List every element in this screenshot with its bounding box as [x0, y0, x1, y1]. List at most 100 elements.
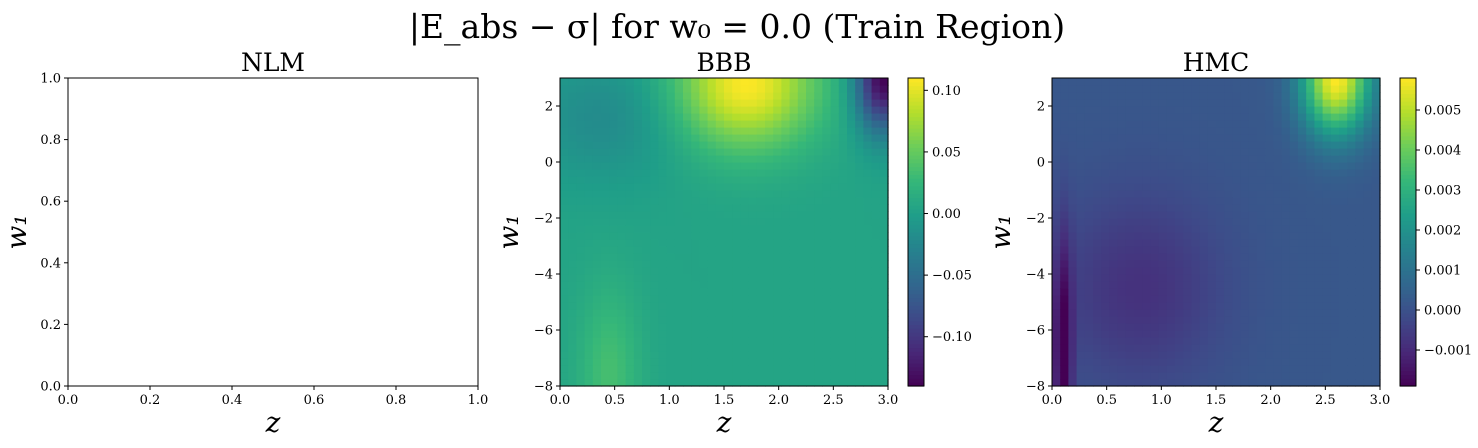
- heatmap-cell: [781, 295, 791, 303]
- heatmap-cell: [1248, 239, 1258, 247]
- heatmap-cell: [707, 225, 717, 233]
- heatmap-cell: [642, 316, 651, 324]
- heatmap-cell: [1068, 120, 1078, 128]
- heatmap-cell: [609, 295, 618, 303]
- heatmap-cell: [1134, 113, 1143, 121]
- heatmap-cell: [732, 225, 741, 233]
- heatmap-cell: [1052, 337, 1061, 345]
- heatmap-cell: [1289, 85, 1299, 93]
- heatmap-cell: [773, 323, 782, 331]
- heatmap-cell: [1175, 288, 1184, 296]
- heatmap-cell: [674, 253, 684, 261]
- heatmap-cell: [674, 183, 684, 191]
- heatmap-cell: [1289, 344, 1299, 352]
- heatmap-cell: [1240, 134, 1250, 142]
- heatmap-cell: [715, 288, 725, 296]
- heatmap-cell: [683, 134, 692, 142]
- heatmap-cell: [789, 365, 799, 373]
- heatmap-cell: [1322, 288, 1332, 296]
- heatmap-cell: [863, 148, 873, 156]
- heatmap-cell: [1093, 120, 1102, 128]
- heatmap-cell: [691, 358, 700, 366]
- heatmap-cell: [650, 85, 659, 93]
- heatmap-cell: [658, 176, 668, 184]
- heatmap-cell: [1207, 344, 1217, 352]
- heatmap-cell: [1142, 323, 1151, 331]
- heatmap-cell: [1265, 239, 1274, 247]
- heatmap-cell: [1347, 309, 1356, 317]
- heatmap-cell: [1125, 281, 1135, 289]
- heatmap-cell: [592, 106, 602, 114]
- heatmap-cell: [625, 365, 635, 373]
- heatmap-cell: [609, 330, 618, 338]
- heatmap-cell: [1281, 127, 1291, 135]
- heatmap-cell: [748, 218, 758, 226]
- heatmap-cell: [797, 148, 807, 156]
- heatmap-cell: [1322, 309, 1332, 317]
- heatmap-cell: [863, 253, 873, 261]
- heatmap-cell: [568, 260, 577, 268]
- heatmap-cell: [1224, 78, 1233, 86]
- heatmap-cell: [740, 330, 750, 338]
- heatmap-cell: [871, 176, 881, 184]
- heatmap-cell: [1355, 274, 1365, 282]
- heatmap-cell: [773, 134, 782, 142]
- heatmap-cell: [1068, 253, 1078, 261]
- heatmap-cell: [1257, 85, 1266, 93]
- heatmap-cell: [1371, 99, 1381, 107]
- heatmap-cell: [1125, 134, 1135, 142]
- heatmap-cell: [1068, 106, 1078, 114]
- heatmap-cell: [633, 288, 643, 296]
- heatmap-cell: [1265, 337, 1274, 345]
- heatmap-cell: [732, 260, 741, 268]
- heatmap-cell: [1052, 127, 1061, 135]
- heatmap-cell: [1339, 85, 1348, 93]
- heatmap-cell: [715, 113, 725, 121]
- heatmap-cell: [773, 379, 782, 387]
- heatmap-cell: [691, 78, 700, 86]
- heatmap-cell: [773, 183, 782, 191]
- heatmap-cell: [1117, 337, 1127, 345]
- heatmap-cell: [1216, 309, 1225, 317]
- heatmap-cell: [814, 113, 823, 121]
- heatmap-cell: [756, 267, 766, 275]
- heatmap-cell: [1248, 372, 1258, 380]
- heatmap-cell: [1109, 274, 1119, 282]
- heatmap-cell: [683, 113, 692, 121]
- heatmap-cell: [601, 218, 610, 226]
- heatmap-cell: [756, 323, 766, 331]
- heatmap-cell: [1248, 267, 1258, 275]
- heatmap-cell: [1281, 148, 1291, 156]
- heatmap-cell: [699, 309, 709, 317]
- heatmap-cell: [732, 316, 741, 324]
- heatmap-cell: [1150, 365, 1160, 373]
- heatmap-cell: [740, 344, 750, 352]
- heatmap-cell: [1134, 246, 1143, 254]
- heatmap-cell: [814, 316, 823, 324]
- heatmap-cell: [617, 267, 627, 275]
- heatmap-cell: [756, 127, 766, 135]
- heatmap-cell: [1240, 267, 1250, 275]
- heatmap-cell: [1339, 260, 1348, 268]
- colorbar-segment: [1400, 197, 1416, 202]
- heatmap-cell: [1224, 246, 1233, 254]
- heatmap-cell: [576, 281, 586, 289]
- heatmap-cell: [773, 155, 782, 163]
- heatmap-cell: [1084, 351, 1094, 359]
- heatmap-cell: [658, 260, 668, 268]
- heatmap-cell: [1166, 225, 1176, 233]
- heatmap-cell: [806, 148, 815, 156]
- heatmap-cell: [584, 302, 594, 310]
- heatmap-cell: [576, 365, 586, 373]
- heatmap-cell: [781, 141, 791, 149]
- heatmap-cell: [1257, 365, 1266, 373]
- heatmap-cell: [789, 295, 799, 303]
- heatmap-cell: [1109, 204, 1119, 212]
- heatmap-cell: [1076, 106, 1086, 114]
- heatmap-cell: [1093, 162, 1102, 170]
- heatmap-cell: [1084, 372, 1094, 380]
- heatmap-cell: [1289, 113, 1299, 121]
- heatmap-cell: [806, 365, 815, 373]
- heatmap-cell: [609, 365, 618, 373]
- heatmap-cell: [1166, 176, 1176, 184]
